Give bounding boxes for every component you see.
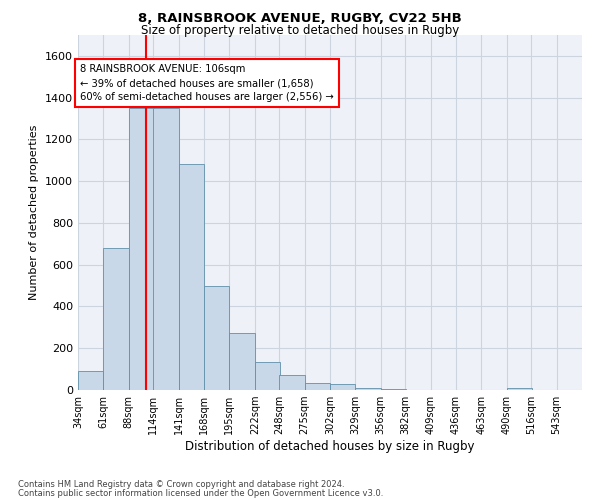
- Bar: [229, 332, 255, 390]
- Bar: [330, 384, 355, 390]
- Bar: [355, 388, 381, 390]
- X-axis label: Distribution of detached houses by size in Rugby: Distribution of detached houses by size …: [185, 440, 475, 453]
- Bar: [153, 108, 179, 390]
- Text: 8, RAINSBROOK AVENUE, RUGBY, CV22 5HB: 8, RAINSBROOK AVENUE, RUGBY, CV22 5HB: [138, 12, 462, 26]
- Text: Size of property relative to detached houses in Rugby: Size of property relative to detached ho…: [141, 24, 459, 37]
- Bar: [179, 164, 204, 390]
- Text: Contains HM Land Registry data © Crown copyright and database right 2024.: Contains HM Land Registry data © Crown c…: [18, 480, 344, 489]
- Bar: [279, 376, 305, 390]
- Text: 8 RAINSBROOK AVENUE: 106sqm
← 39% of detached houses are smaller (1,658)
60% of : 8 RAINSBROOK AVENUE: 106sqm ← 39% of det…: [80, 64, 334, 102]
- Y-axis label: Number of detached properties: Number of detached properties: [29, 125, 40, 300]
- Bar: [78, 371, 103, 390]
- Bar: [255, 362, 280, 390]
- Text: Contains public sector information licensed under the Open Government Licence v3: Contains public sector information licen…: [18, 489, 383, 498]
- Bar: [305, 382, 330, 390]
- Bar: [129, 108, 154, 390]
- Bar: [103, 248, 129, 390]
- Bar: [507, 388, 532, 390]
- Bar: [204, 286, 229, 390]
